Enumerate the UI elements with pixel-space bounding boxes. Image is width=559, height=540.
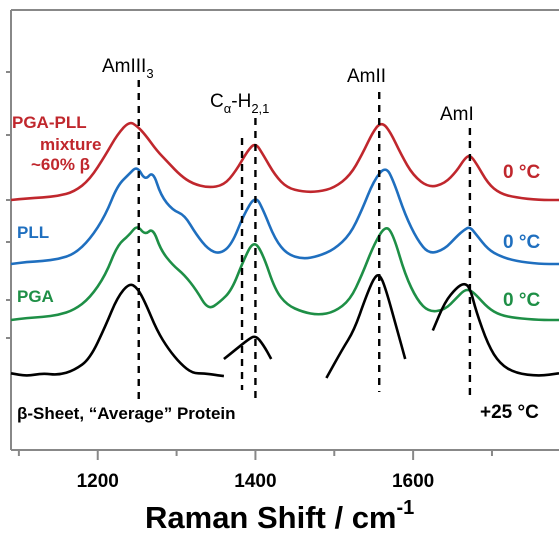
series-label-pga-pll-mixture: mixture — [40, 135, 101, 154]
x-tick-label: 1200 — [77, 471, 119, 492]
temp-label-pll: 0 °C — [503, 232, 540, 253]
temp-label-beta-sheet: +25 °C — [480, 402, 539, 423]
amIII3-label-sub: 3 — [146, 66, 153, 81]
spectrum-pll — [10, 167, 559, 266]
band-markers — [137, 80, 472, 400]
x-axis-ticks: 1200 1400 1600 — [17, 450, 493, 492]
temp-label-pga: 0 °C — [503, 290, 540, 311]
spectra-layer — [10, 121, 559, 379]
amIII3-label-main: AmIII — [102, 56, 146, 77]
spectrum-beta-sheet-segment-4 — [431, 282, 559, 377]
calpha-sub2: 2,1 — [251, 101, 269, 116]
temp-label-pga-pll: 0 °C — [503, 162, 540, 183]
x-axis-title-superscript: -1 — [397, 497, 415, 519]
series-label-pga: PGA — [17, 287, 54, 306]
spectrum-pga — [10, 226, 559, 322]
spectrum-beta-sheet-segment-2 — [223, 335, 273, 361]
calpha-h-label: Cα-H2,1 — [210, 91, 269, 116]
x-axis-title-main: Raman Shift / cm — [145, 500, 397, 535]
series-label-pga-pll-beta: ~60% β — [31, 155, 90, 174]
calpha-mid: -H — [231, 91, 251, 112]
x-tick-label: 1400 — [234, 471, 276, 492]
x-axis-title: Raman Shift / cm-1 — [145, 497, 414, 535]
amIII3-label: AmIII3 — [102, 56, 154, 81]
spectrum-beta-sheet-segment-1 — [10, 283, 225, 378]
spectrum-beta-sheet-segment-3 — [325, 274, 407, 379]
amII-label: AmII — [347, 66, 386, 87]
series-label-beta-sheet: β-Sheet, “Average” Protein — [17, 404, 236, 423]
amI-label: AmI — [440, 104, 474, 125]
spectrum-pga-pll — [10, 121, 559, 202]
series-label-pga-pll: PGA-PLL — [12, 113, 87, 132]
series-label-pll: PLL — [17, 223, 49, 242]
y-axis-ticks — [6, 71, 11, 339]
x-tick-label: 1600 — [392, 471, 434, 492]
calpha-sub: α — [224, 101, 232, 116]
calpha-base: C — [210, 91, 224, 112]
